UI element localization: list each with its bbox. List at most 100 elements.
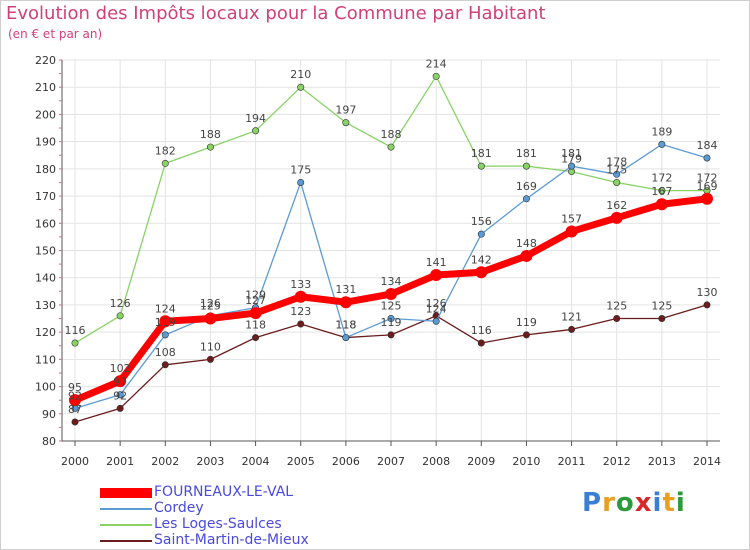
legend-swatch-cordey bbox=[100, 508, 152, 510]
series-point-fourneaux-2005 bbox=[294, 290, 307, 303]
series-point-fourneaux-2012 bbox=[610, 211, 623, 224]
y-tick-label-190: 190 bbox=[35, 136, 56, 149]
data-label-fourneaux-2013: 167 bbox=[651, 185, 672, 198]
data-label-fourneaux-2014: 169 bbox=[697, 180, 718, 193]
data-label-saint-martin-2010: 119 bbox=[516, 316, 537, 329]
legend-swatch-fourneaux bbox=[100, 488, 152, 498]
series-point-saint-martin-2001 bbox=[116, 404, 124, 412]
data-label-saint-martin-2011: 121 bbox=[561, 310, 582, 323]
y-tick-label-90: 90 bbox=[42, 408, 56, 421]
data-label-loges-saulces-2000: 116 bbox=[65, 324, 86, 337]
data-label-cordey-2000: 92 bbox=[68, 389, 82, 402]
x-tick-label-2012: 2012 bbox=[603, 455, 631, 468]
logo-letter: P bbox=[582, 488, 603, 518]
x-tick-label-2002: 2002 bbox=[151, 455, 179, 468]
logo-letter: r bbox=[602, 488, 616, 518]
series-point-cordey-2001 bbox=[116, 391, 124, 399]
series-point-fourneaux-2013 bbox=[655, 198, 668, 211]
series-point-saint-martin-2014 bbox=[703, 301, 711, 309]
data-label-saint-martin-2001: 92 bbox=[113, 389, 127, 402]
data-label-saint-martin-2012: 125 bbox=[606, 300, 627, 313]
series-point-loges-saulces-2013 bbox=[658, 187, 666, 195]
data-label-cordey-2003: 126 bbox=[200, 297, 221, 310]
data-label-cordey-2007: 125 bbox=[381, 300, 402, 313]
data-label-loges-saulces-2013: 172 bbox=[651, 172, 672, 185]
legend-swatch-loges-saulces bbox=[100, 524, 152, 526]
series-point-saint-martin-2005 bbox=[297, 320, 305, 328]
legend-label-loges-saulces: Les Loges-Saulces bbox=[154, 516, 282, 532]
legend-label-fourneaux: FOURNEAUX-LE-VAL bbox=[154, 484, 294, 500]
data-label-loges-saulces-2010: 181 bbox=[516, 147, 537, 160]
series-point-fourneaux-2014 bbox=[701, 192, 713, 205]
series-point-loges-saulces-2001 bbox=[116, 312, 124, 320]
series-point-cordey-2009 bbox=[477, 230, 485, 238]
series-point-fourneaux-2001 bbox=[114, 375, 127, 388]
series-point-saint-martin-2012 bbox=[613, 315, 621, 323]
y-tick-label-160: 160 bbox=[35, 217, 56, 230]
logo-letter: i bbox=[652, 488, 663, 518]
x-tick-label-2006: 2006 bbox=[332, 455, 360, 468]
legend-label-cordey: Cordey bbox=[154, 500, 204, 516]
data-label-cordey-2006: 118 bbox=[335, 319, 356, 332]
series-point-fourneaux-2008 bbox=[430, 268, 443, 281]
series-point-loges-saulces-2009 bbox=[477, 162, 485, 170]
y-tick-label-140: 140 bbox=[35, 272, 56, 285]
logo-letter: x bbox=[634, 488, 653, 518]
y-tick-label-170: 170 bbox=[35, 190, 56, 203]
data-label-loges-saulces-2004: 194 bbox=[245, 112, 266, 125]
proxiti-logo: Proxiti bbox=[582, 488, 686, 518]
series-point-cordey-2014 bbox=[703, 154, 711, 162]
data-label-fourneaux-2006: 131 bbox=[335, 283, 356, 296]
data-label-fourneaux-2008: 141 bbox=[426, 256, 447, 269]
series-point-loges-saulces-2002 bbox=[161, 159, 169, 167]
series-point-saint-martin-2010 bbox=[522, 331, 530, 339]
series-point-fourneaux-2006 bbox=[339, 296, 352, 309]
series-point-fourneaux-2009 bbox=[475, 266, 488, 279]
x-tick-label-2013: 2013 bbox=[648, 455, 676, 468]
x-tick-label-2011: 2011 bbox=[558, 455, 586, 468]
y-tick-label-180: 180 bbox=[35, 163, 56, 176]
data-label-fourneaux-2012: 162 bbox=[606, 199, 627, 212]
x-tick-label-2005: 2005 bbox=[287, 455, 315, 468]
data-label-loges-saulces-2003: 188 bbox=[200, 128, 221, 141]
x-tick-label-2008: 2008 bbox=[422, 455, 450, 468]
series-point-fourneaux-2002 bbox=[159, 315, 172, 328]
data-label-saint-martin-2003: 110 bbox=[200, 340, 221, 353]
legend-swatch-saint-martin bbox=[100, 540, 152, 542]
data-label-fourneaux-2011: 157 bbox=[561, 212, 582, 225]
data-label-fourneaux-2007: 134 bbox=[381, 275, 402, 288]
series-point-loges-saulces-2010 bbox=[522, 162, 530, 170]
data-label-saint-martin-2005: 123 bbox=[290, 305, 311, 318]
data-label-loges-saulces-2005: 210 bbox=[290, 68, 311, 81]
data-label-loges-saulces-2002: 182 bbox=[155, 144, 176, 157]
y-tick-label-80: 80 bbox=[42, 435, 56, 448]
chart-subtitle: (en € et par an) bbox=[8, 27, 103, 41]
x-tick-label-2009: 2009 bbox=[467, 455, 495, 468]
data-label-loges-saulces-2006: 197 bbox=[335, 104, 356, 117]
data-label-cordey-2013: 189 bbox=[651, 125, 672, 138]
y-tick-label-130: 130 bbox=[35, 299, 56, 312]
data-label-saint-martin-2007: 119 bbox=[381, 316, 402, 329]
series-point-saint-martin-2007 bbox=[387, 331, 395, 339]
data-label-cordey-2009: 156 bbox=[471, 215, 492, 228]
data-label-saint-martin-2000: 87 bbox=[68, 403, 82, 416]
series-point-cordey-2002 bbox=[161, 331, 169, 339]
x-tick-label-2014: 2014 bbox=[693, 455, 721, 468]
data-label-saint-martin-2002: 108 bbox=[155, 346, 176, 359]
x-tick-label-2001: 2001 bbox=[106, 455, 134, 468]
x-tick-label-2003: 2003 bbox=[196, 455, 224, 468]
series-point-loges-saulces-2007 bbox=[387, 143, 395, 151]
y-tick-label-200: 200 bbox=[35, 108, 56, 121]
series-point-saint-martin-2004 bbox=[252, 334, 260, 342]
series-point-cordey-2005 bbox=[297, 178, 305, 186]
data-label-cordey-2002: 119 bbox=[155, 316, 176, 329]
data-label-cordey-2008: 124 bbox=[426, 302, 447, 315]
y-tick-label-120: 120 bbox=[35, 326, 56, 339]
series-point-cordey-2007 bbox=[387, 315, 395, 323]
data-label-cordey-2001: 97 bbox=[113, 376, 127, 389]
y-tick-label-110: 110 bbox=[35, 353, 56, 366]
data-label-loges-saulces-2009: 181 bbox=[471, 147, 492, 160]
series-point-cordey-2011 bbox=[568, 162, 576, 170]
legend-label-saint-martin: Saint-Martin-de-Mieux bbox=[154, 532, 309, 548]
